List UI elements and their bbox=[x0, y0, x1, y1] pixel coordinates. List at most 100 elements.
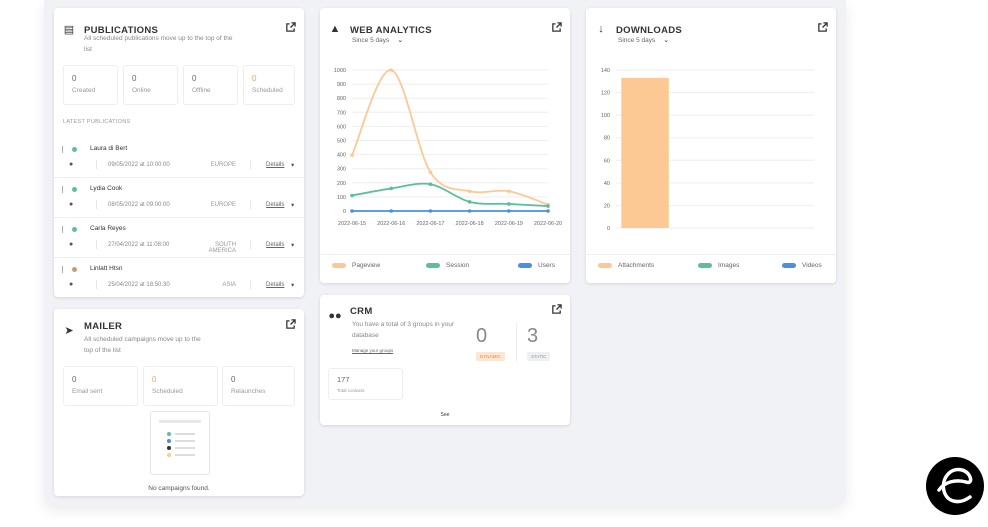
y-tick-label: 20 bbox=[604, 203, 610, 209]
empty-campaigns-illustration bbox=[150, 411, 210, 475]
legend-session[interactable]: Session bbox=[426, 262, 469, 269]
period-select[interactable]: Since 5 days ⌄ bbox=[352, 37, 404, 44]
card-title: PUBLICATIONS bbox=[84, 25, 159, 36]
user-icon: ● bbox=[69, 241, 74, 248]
legend-pageview[interactable]: Pageview bbox=[332, 262, 380, 269]
y-tick-label: 120 bbox=[601, 91, 610, 97]
chevron-down-icon[interactable]: ⌄ bbox=[663, 37, 670, 44]
card-subtitle: You have a total of 3 groups in your dat… bbox=[352, 321, 455, 339]
details-link[interactable]: Details bbox=[266, 242, 285, 248]
dynamic-badge: DYNAMIC bbox=[476, 352, 505, 361]
stat-relaunches: 0 Relaunches bbox=[222, 366, 295, 406]
see-more-link[interactable]: See bbox=[440, 412, 450, 418]
web-analytics-card: ▲ WEB ANALYTICS Since 5 days ⌄ 0 100 200 300… bbox=[320, 8, 570, 283]
chevron-down-icon[interactable]: ▾ bbox=[291, 282, 295, 289]
data-point-pageview bbox=[467, 189, 472, 194]
data-point-session bbox=[467, 200, 472, 204]
details-link[interactable]: Details bbox=[266, 282, 285, 288]
publication-row: Carla Reyes ● 27/04/2022 at 11:08:00 SOU… bbox=[54, 218, 304, 258]
chevron-down-icon[interactable]: ▾ bbox=[291, 162, 295, 169]
y-tick-label: 100 bbox=[601, 113, 610, 119]
publish-date: 08/05/2022 at 09:00:00 bbox=[108, 202, 170, 208]
paper-plane-icon: ➤ bbox=[64, 325, 74, 337]
series-line-pageview bbox=[351, 69, 549, 206]
y-tick-label: 0 bbox=[343, 209, 346, 215]
download-arrow-icon: ↓ bbox=[598, 23, 604, 35]
brand-logo bbox=[926, 457, 984, 515]
dashboard-area: ▤ PUBLICATIONS All scheduled publication… bbox=[44, 0, 846, 505]
stat-online: 0 Online bbox=[123, 65, 178, 105]
stat-offline: 0 Offline bbox=[183, 65, 238, 105]
stat-email-sent: 0 Email sent bbox=[63, 366, 138, 406]
y-tick-label: 60 bbox=[604, 158, 610, 164]
publication-row: Lydia Cook ● 08/05/2022 at 09:00:00 EURO… bbox=[54, 178, 304, 218]
publication-row: Linlatt Htsn ● 25/04/2022 at 18:50:30 AS… bbox=[54, 258, 304, 297]
web-analytics-line-chart: 0 100 200 300 400 500 600 700 800 900 1000 2022-06-… bbox=[334, 68, 562, 227]
data-point-session bbox=[546, 204, 550, 208]
y-tick-label: 200 bbox=[337, 181, 346, 187]
publish-date: 09/05/2022 at 10:00:00 bbox=[108, 162, 170, 168]
manage-groups-link[interactable]: Manage your groups bbox=[352, 348, 394, 353]
card-title: DOWNLOADS bbox=[616, 25, 683, 36]
card-title: MAILER bbox=[84, 321, 123, 332]
user-icon: ● bbox=[69, 281, 74, 288]
card-title: CRM bbox=[350, 306, 373, 317]
chevron-down-icon[interactable]: ▾ bbox=[291, 202, 295, 209]
author-name: Linlatt Htsn bbox=[90, 265, 123, 272]
chevron-down-icon[interactable]: ⌄ bbox=[397, 37, 404, 44]
data-point-session bbox=[350, 193, 354, 198]
legend-attachments[interactable]: Attachments bbox=[598, 262, 654, 269]
x-tick-label: 2022-06-15 bbox=[338, 221, 366, 227]
status-dot bbox=[72, 147, 77, 152]
y-tick-label: 0 bbox=[607, 226, 610, 232]
period-select[interactable]: Since 5 days ⌄ bbox=[618, 37, 670, 44]
author-name: Lydia Cook bbox=[90, 185, 123, 192]
card-subtitle: All scheduled campaigns move up to the t… bbox=[84, 336, 201, 354]
y-tick-label: 700 bbox=[337, 110, 346, 116]
user-icon: ● bbox=[69, 161, 74, 168]
y-tick-label: 80 bbox=[604, 136, 610, 142]
crm-divider bbox=[516, 323, 517, 363]
y-tick-label: 1000 bbox=[334, 68, 346, 74]
region: EUROPE bbox=[210, 162, 236, 168]
details-link[interactable]: Details bbox=[266, 162, 285, 168]
status-dot bbox=[72, 267, 77, 272]
details-link[interactable]: Details bbox=[266, 202, 285, 208]
dynamic-count: 0 bbox=[476, 325, 488, 347]
newspaper-icon: ▤ bbox=[63, 24, 75, 36]
data-point-pageview bbox=[428, 170, 433, 175]
legend-users[interactable]: Users bbox=[518, 262, 555, 269]
publish-date: 25/04/2022 at 18:50:30 bbox=[108, 282, 170, 288]
mailer-card: ➤ MAILER All scheduled campaigns move up… bbox=[54, 309, 304, 496]
analytics-chart-icon: ▲ bbox=[329, 23, 341, 35]
status-dot bbox=[72, 187, 77, 192]
chevron-down-icon[interactable]: ▾ bbox=[291, 242, 295, 249]
external-link-icon[interactable] bbox=[551, 304, 562, 315]
legend-videos[interactable]: Videos bbox=[782, 262, 822, 269]
y-tick-label: 600 bbox=[337, 124, 346, 130]
logo-mark-icon bbox=[937, 467, 973, 504]
external-link-icon[interactable] bbox=[285, 319, 296, 330]
publish-date: 27/04/2022 at 11:08:00 bbox=[108, 242, 170, 248]
external-link-icon[interactable] bbox=[285, 22, 296, 33]
bar-attachments bbox=[621, 77, 669, 229]
external-link-icon[interactable] bbox=[551, 22, 562, 33]
y-tick-label: 500 bbox=[337, 139, 346, 145]
empty-state-text: No campaigns found. bbox=[148, 485, 210, 492]
y-tick-label: 300 bbox=[337, 167, 346, 173]
data-point-pageview bbox=[389, 68, 393, 72]
downloads-bar-chart: 0 20 40 60 80 100 120 140 bbox=[601, 68, 814, 232]
crm-card: ●● CRM You have a total of 3 groups in y… bbox=[320, 295, 570, 425]
data-point-pageview bbox=[507, 189, 511, 194]
region: ASIA bbox=[222, 282, 236, 288]
user-icon: ● bbox=[69, 201, 74, 208]
data-point-users bbox=[467, 209, 472, 213]
stat-scheduled: 0 Scheduled bbox=[143, 366, 218, 406]
x-tick-label: 2022-06-20 bbox=[534, 221, 562, 227]
data-point-users bbox=[507, 209, 511, 213]
legend-images[interactable]: Images bbox=[698, 262, 739, 269]
users-group-icon: ●● bbox=[328, 310, 342, 322]
external-link-icon[interactable] bbox=[817, 22, 828, 33]
stat-total-contacts: 177 Total contacts bbox=[328, 368, 403, 400]
data-point-pageview bbox=[350, 153, 354, 158]
